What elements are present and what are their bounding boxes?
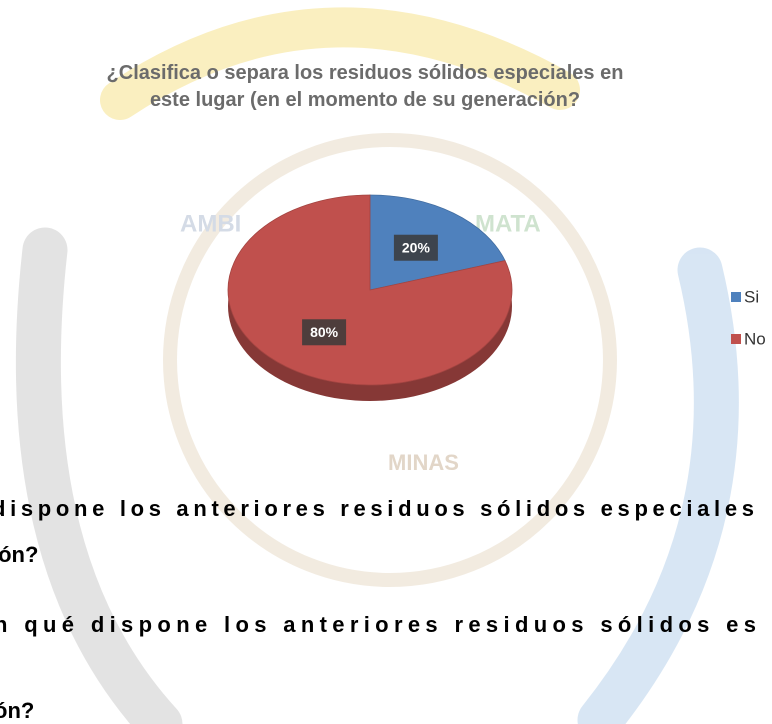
- legend-label: No: [744, 329, 766, 348]
- pie-chart: 20% 80% Si No: [227, 194, 766, 401]
- watermark-text: MINAS: [388, 450, 459, 475]
- chart-title: ¿Clasifica o separa los residuos sólidos…: [106, 62, 624, 111]
- watermark-arrows: [15, 7, 739, 724]
- label-box: [393, 234, 438, 261]
- document-line: n qué dispone los anteriores residuos só…: [0, 612, 756, 637]
- watermark-text: AMBI: [180, 210, 241, 237]
- label-box: [302, 319, 347, 346]
- legend-swatch: [731, 334, 741, 344]
- arrow-blue: [577, 247, 739, 724]
- arrow-grey: [15, 227, 183, 724]
- arrow-yellow: [100, 7, 580, 120]
- document-line: ión?: [0, 542, 38, 567]
- watermark-text: MATA: [475, 210, 541, 237]
- legend-swatch: [731, 292, 741, 302]
- slice: [227, 194, 513, 386]
- document-line: dispone los anteriores residuos sólidos …: [0, 496, 754, 521]
- legend-label: Si: [744, 287, 759, 306]
- document-text: dispone los anteriores residuos sólidos …: [0, 496, 756, 723]
- data-label: 80%: [310, 324, 339, 340]
- watermark-ring: [163, 133, 617, 587]
- data-label: 20%: [402, 239, 431, 255]
- document-line: ón?: [0, 698, 34, 723]
